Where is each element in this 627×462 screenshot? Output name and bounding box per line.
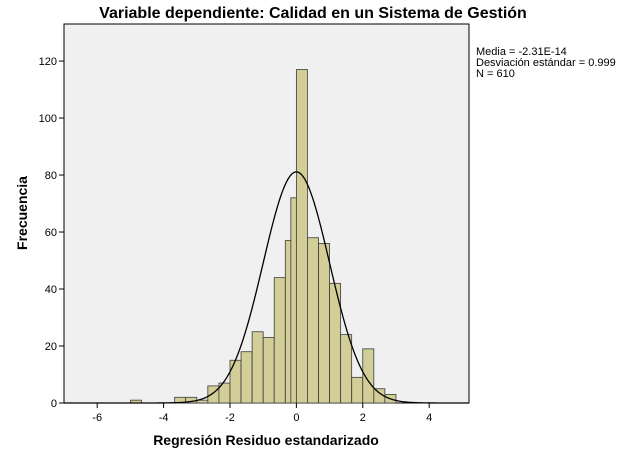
x-tick-label: -4 [159,412,169,424]
histogram-bar [362,348,375,404]
x-axis-label: Regresión Residuo estandarizado [153,432,379,448]
y-tick-label: 20 [45,341,57,353]
y-tick-label: 120 [39,56,57,68]
x-tick-label: -6 [92,412,102,424]
stats-line: Media = -2.31E-14 [476,46,567,58]
y-axis-label: Frecuencia [14,176,30,250]
x-tick-label: 2 [360,412,366,424]
x-tick-label: 4 [426,412,432,424]
stats-line: Desviación estándar = 0.999 [476,57,616,69]
histogram-bars [129,69,397,404]
histogram-bar [351,376,364,404]
histogram-bar [262,337,275,404]
x-tick-label: -2 [225,412,235,424]
x-tick-label: 0 [293,412,299,424]
histogram-bar [318,243,330,404]
y-tick-label: 40 [45,284,57,296]
histogram-bar [251,331,264,404]
y-tick-label: 60 [45,227,57,239]
histogram-bar [295,69,308,404]
histogram-bar [240,351,253,404]
histogram-bar [340,334,353,404]
histogram-bar [273,277,286,404]
histogram-bar [307,237,319,404]
chart-title: Variable dependiente: Calidad en un Sist… [99,5,527,22]
histogram-bar [207,385,220,404]
y-tick-label: 80 [45,170,57,182]
x-axis: -6 -4 -2 0 2 4 [92,403,432,424]
y-tick-label: 0 [51,398,57,410]
y-axis: 0 20 40 60 80 100 120 [39,56,64,410]
stats-line: N = 610 [476,68,515,80]
normal-curve [64,171,469,404]
histogram-bar [229,359,242,404]
y-tick-label: 100 [39,113,57,125]
